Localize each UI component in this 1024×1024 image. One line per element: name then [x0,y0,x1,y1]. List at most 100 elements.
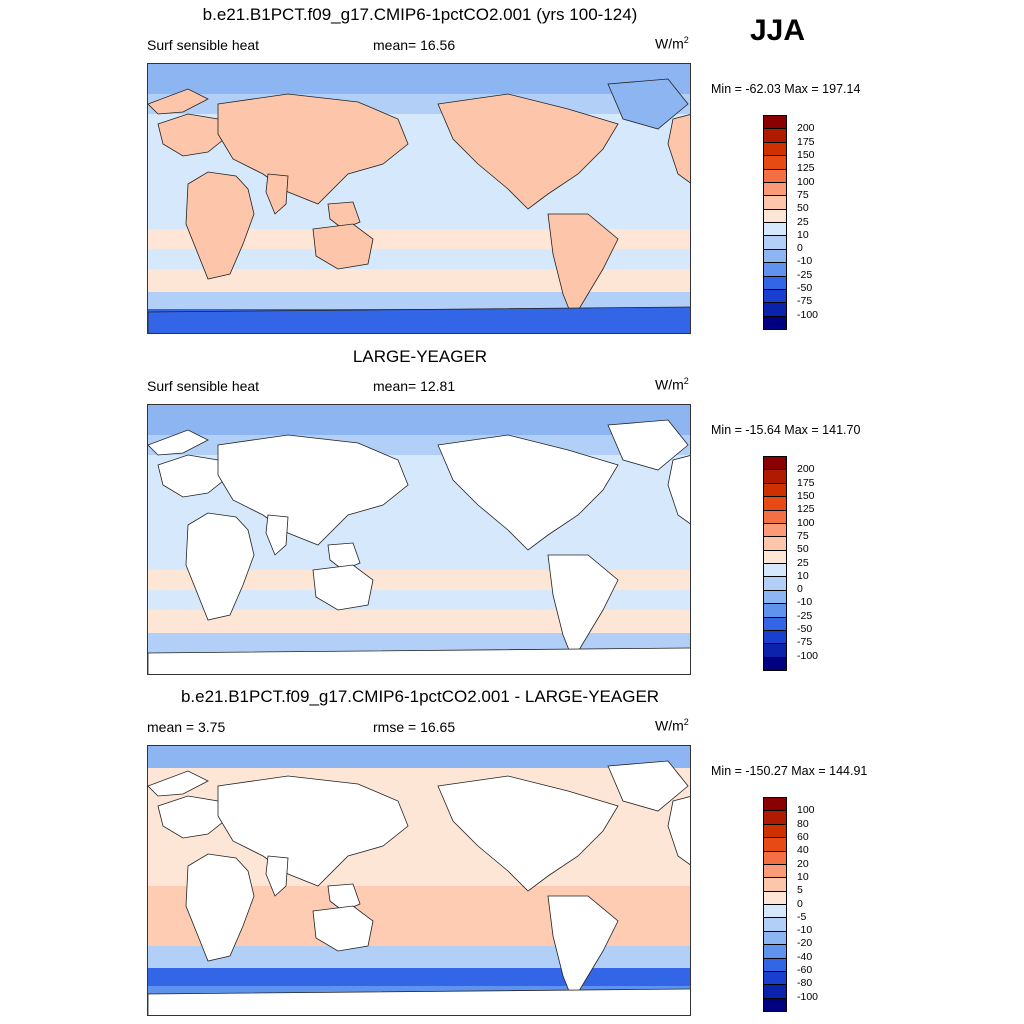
landmass-africaEdge [667,455,690,525]
colorbar-swatch [764,918,786,932]
panel-1-unit: W/m2 [655,35,689,52]
colorbar-swatch [764,985,786,999]
colorbar-swatch [764,657,786,670]
colorbar-tick-label: 50 [797,202,809,215]
landmass-asia [217,93,409,205]
colorbar-tick-label: -50 [797,623,813,636]
landmass-eurtop [148,770,209,797]
colorbar-tick-label: 100 [797,175,815,188]
colorbar-swatch [764,851,786,865]
panel-1-title: b.e21.B1PCT.f09_g17.CMIP6-1pctCO2.001 (y… [202,5,638,24]
colorbar-tick-label: 0 [797,242,803,255]
landmass-africa [185,512,255,621]
landmass-india [265,514,289,556]
panel-2-variable-label: Surf sensible heat [147,378,260,394]
colorbar-tick-label: -75 [797,295,813,308]
colorbar-swatches [763,456,787,671]
landmass-europe [157,113,229,157]
panel-3-colorbar: 100 80 60 40 20 10 5 0 -5 -10 -20 -40 -60 -80 -100 [763,797,818,1012]
colorbar-swatch [764,263,786,277]
colorbar-swatches [763,115,787,330]
colorbar-swatch [764,316,786,329]
colorbar-swatch [764,276,786,290]
colorbar-swatch [764,209,786,223]
colorbar-tick-label: 20 [797,857,809,870]
colorbar-tick-label: 25 [797,215,809,228]
colorbar-swatch [764,129,786,143]
colorbar-swatch [764,523,786,538]
map-field [148,405,690,674]
colorbar-swatch [764,931,786,946]
colorbar-tick-label: -60 [797,964,813,977]
colorbar-tick-label: -40 [797,950,813,963]
season-label: JJA [750,14,806,47]
colorbar-swatch [764,223,786,237]
colorbar-tick-label: 200 [797,463,815,476]
landmass-india [265,855,289,897]
colorbar-swatch [764,249,786,264]
landmass-namerica [437,434,619,551]
colorbar-swatch [764,156,786,170]
colorbar-swatch [764,169,786,183]
colorbar-swatch [764,510,786,524]
colorbar-tick-label: -10 [797,596,813,609]
landmass-australia [312,564,374,611]
panel-3-mean-label: mean = 3.75 [147,719,226,735]
panel-1-variable-label: Surf sensible heat [147,37,260,53]
colorbar-swatch [764,236,786,250]
colorbar-swatch [764,497,786,511]
landmass-namerica [437,93,619,210]
panel-2-title: LARGE-YEAGER [352,347,488,366]
panel-1-minmax: Min = -62.03 Max = 197.14 [711,82,861,96]
colorbar-tick-label: -25 [797,268,813,281]
colorbar-swatch [764,998,786,1011]
colorbar-swatch [764,878,786,892]
landmass-australia [312,223,374,270]
panel-3-unit: W/m2 [655,717,689,734]
colorbar-tick-label: 25 [797,556,809,569]
colorbar-tick-label: 200 [797,122,815,135]
colorbar-tick-label: 10 [797,569,809,582]
colorbar-tick-label: -10 [797,255,813,268]
landmass-antarctica [148,306,690,333]
colorbar-swatch [764,590,786,605]
colorbar-swatch [764,824,786,839]
colorbar-swatch [764,958,786,972]
colorbar-tick-label: 100 [797,516,815,529]
panel-2-unit: W/m2 [655,376,689,393]
colorbar-swatch [764,945,786,959]
colorbar-tick-label: -100 [797,990,819,1003]
colorbar-swatch [764,891,786,905]
colorbar-swatch [764,303,786,317]
colorbar-swatch [764,470,786,484]
ocean-band [148,64,690,94]
colorbar-swatches [763,797,787,1012]
colorbar-swatch [764,577,786,591]
colorbar-swatch [764,196,786,210]
colorbar-tick-label: 10 [797,870,809,883]
ocean-band [148,746,690,768]
colorbar-swatch [764,838,786,852]
colorbar-tick-label: 80 [797,817,809,830]
colorbar-tick-label: 100 [797,804,815,817]
ocean-band [148,292,690,312]
colorbar-swatch [764,864,786,879]
colorbar-swatch [764,604,786,618]
colorbar-tick-label: -80 [797,977,813,990]
panel-3-rmse-label: rmse = 16.65 [373,719,456,735]
landmass-eurtop [148,88,209,115]
colorbar-tick-label: 10 [797,228,809,241]
landmass-africa [185,853,255,962]
landmass-antarctica [148,647,690,674]
landmass-greenland [607,419,689,471]
colorbar-tick-label: 40 [797,844,809,857]
landmass-africa [185,171,255,280]
colorbar-tick-label: -20 [797,937,813,950]
ocean-band [148,405,690,435]
colorbar-tick-label: -75 [797,636,813,649]
landmass-greenland [607,760,689,812]
colorbar-tick-label: 5 [797,884,803,897]
ocean-band [148,968,690,986]
landmass-africaEdge [667,796,690,866]
panel-2-minmax: Min = -15.64 Max = 141.70 [711,423,861,437]
